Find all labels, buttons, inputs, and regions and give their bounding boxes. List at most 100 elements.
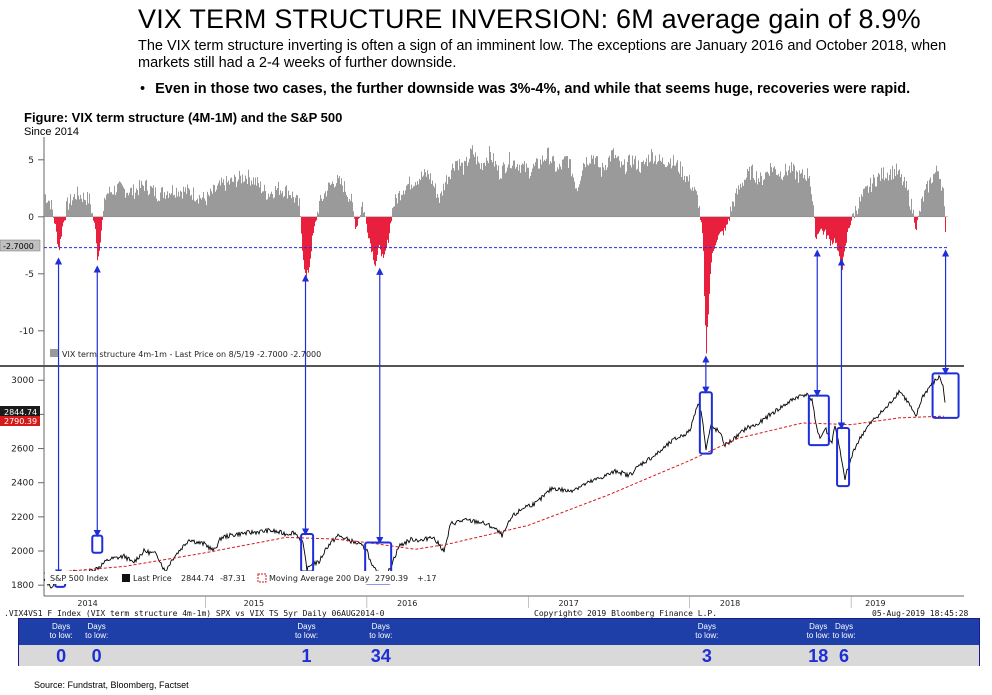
vix-bar xyxy=(837,216,838,251)
vix-bar xyxy=(388,216,389,243)
spx-legend-name: S&P 500 Index xyxy=(50,574,109,583)
vix-bar xyxy=(225,190,226,217)
vix-ytick-label: 5 xyxy=(28,156,34,166)
vix-bar xyxy=(673,155,674,217)
vix-bar xyxy=(566,155,567,217)
vix-bar xyxy=(542,155,543,217)
vix-bar xyxy=(769,175,770,217)
vix-bar xyxy=(544,159,545,217)
vix-bar xyxy=(317,211,318,217)
vix-bar xyxy=(141,180,142,217)
vix-bar xyxy=(367,216,368,233)
vix-bar xyxy=(938,171,939,217)
vix-bar xyxy=(47,202,48,217)
spx-ytick-label: 2200 xyxy=(11,513,34,523)
vix-bar xyxy=(312,216,313,236)
vix-bar xyxy=(257,177,258,217)
vix-bar xyxy=(364,212,365,217)
vix-bar xyxy=(299,198,300,217)
vix-bar xyxy=(210,188,211,217)
vix-bar xyxy=(739,189,740,217)
vix-bar xyxy=(766,172,767,217)
vix-bar xyxy=(596,156,597,217)
vix-bar xyxy=(278,181,279,217)
x-axis: 2014 2015 2016 2017 2018 2019 xyxy=(44,596,964,609)
days-to-low-label: Days to low: xyxy=(803,622,833,640)
vix-bar xyxy=(631,167,632,217)
days-label-line1: Days xyxy=(87,622,106,631)
vix-bar xyxy=(286,185,287,217)
vix-bar xyxy=(227,182,228,217)
vix-bar xyxy=(785,163,786,217)
vix-bar xyxy=(488,163,489,217)
vix-bar xyxy=(652,152,653,217)
vix-bar xyxy=(390,216,391,224)
vix-bar xyxy=(337,174,338,217)
vix-bar xyxy=(586,157,587,217)
vix-bar xyxy=(720,216,721,232)
vix-bar xyxy=(325,191,326,217)
vix-bar xyxy=(524,161,525,217)
vix-bar xyxy=(579,184,580,217)
vix-bar xyxy=(562,159,563,217)
footer-datetime: 05-Aug-2019 18:45:28 xyxy=(872,609,969,618)
vix-bar xyxy=(369,216,370,239)
vix-bar xyxy=(123,187,124,217)
spx-ytick-label: 3000 xyxy=(11,376,34,386)
vix-bar xyxy=(888,180,889,217)
vix-bar xyxy=(295,197,296,217)
vix-bar xyxy=(224,185,225,217)
vix-bar xyxy=(779,176,780,217)
vix-bar xyxy=(548,147,549,217)
vix-bar xyxy=(868,192,869,217)
vix-bar xyxy=(821,216,822,229)
vix-bar xyxy=(675,165,676,217)
vix-bar xyxy=(485,165,486,217)
vix-bar xyxy=(152,187,153,217)
vix-bar xyxy=(442,195,443,217)
vix-bar xyxy=(72,200,73,217)
vix-bar xyxy=(863,188,864,217)
vix-bar xyxy=(668,161,669,217)
vix-bar xyxy=(44,194,45,217)
vix-bar xyxy=(406,185,407,217)
vix-bar xyxy=(283,197,284,217)
days-to-low-label: Days to low: xyxy=(292,622,322,640)
vix-bar xyxy=(875,186,876,217)
days-to-low-values: 0 0 1 34 3 18 6 xyxy=(19,645,979,666)
vix-bar xyxy=(241,183,242,217)
vix-bar xyxy=(511,168,512,217)
vix-bar xyxy=(800,173,801,217)
vix-bar xyxy=(607,167,608,217)
vix-bar xyxy=(597,156,598,217)
bullet-point: • Even in those two cases, the further do… xyxy=(140,81,910,97)
vix-bar xyxy=(805,179,806,217)
vix-bar xyxy=(577,191,578,217)
spx-ytick-label: 1800 xyxy=(11,581,34,591)
vix-bar xyxy=(832,216,833,245)
vix-bar xyxy=(148,195,149,217)
vix-bar xyxy=(492,162,493,217)
days-label-line2: to low: xyxy=(806,631,830,640)
vix-bar xyxy=(322,200,323,217)
vix-bar xyxy=(583,162,584,217)
vix-bar xyxy=(240,175,241,217)
vix-bar xyxy=(725,216,726,231)
vix-bar xyxy=(744,179,745,217)
vix-bar xyxy=(352,202,353,217)
vix-bar xyxy=(467,165,468,217)
vix-bar xyxy=(385,216,386,251)
vix-bar xyxy=(645,161,646,217)
vix-bar xyxy=(480,168,481,217)
vix-bar xyxy=(245,175,246,217)
vix-bar xyxy=(633,164,634,217)
vix-bar xyxy=(630,165,631,217)
vix-bar xyxy=(804,174,805,217)
vix-bar xyxy=(159,201,160,217)
vix-bar xyxy=(783,176,784,217)
event-arrows xyxy=(54,249,950,577)
vix-bar xyxy=(768,173,769,217)
vix-bar xyxy=(391,216,392,222)
vix-bar xyxy=(409,176,410,217)
vix-bar xyxy=(851,216,852,221)
